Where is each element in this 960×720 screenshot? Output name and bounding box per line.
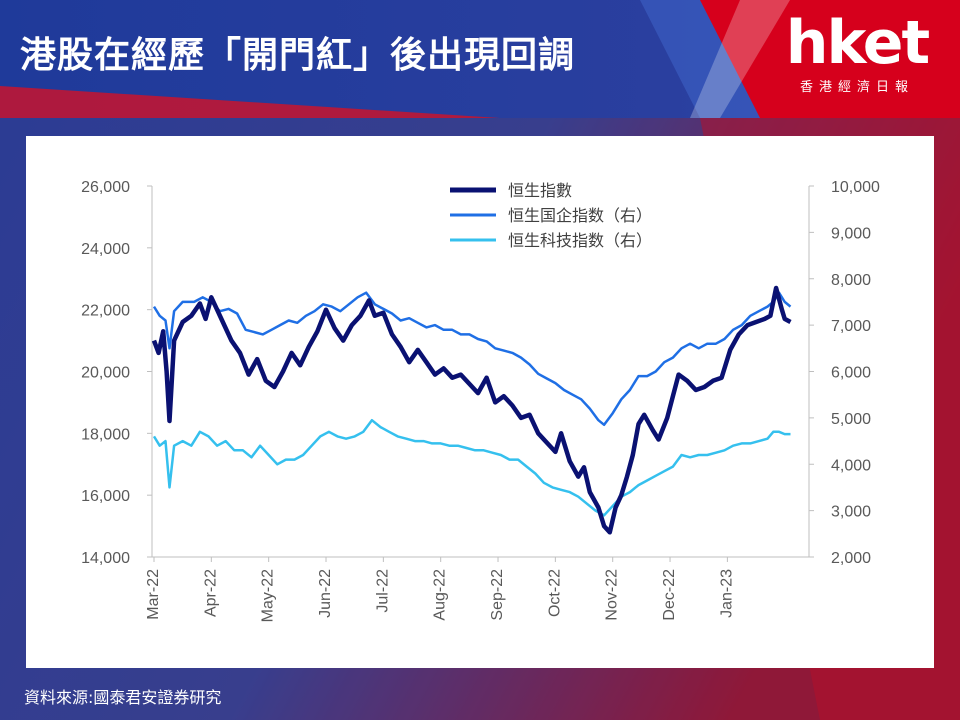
x-tick-label: Oct-22 [546,569,563,617]
left-tick-label: 16,000 [81,488,130,505]
x-tick-label: Jul-22 [374,569,391,613]
line-chart: 14,000 16,000 18,000 20,000 22,000 24,000 26,0… [81,179,880,622]
x-tick-label: Nov-22 [604,569,621,621]
series-line-hstech [152,418,791,517]
right-tick-label: 6,000 [831,365,871,382]
x-tick-label: Aug-22 [432,569,449,621]
x-tick-label: Jan-23 [718,569,735,618]
right-tick-label: 3,000 [831,504,871,521]
right-tick-label: 7,000 [831,318,871,335]
series-line-hsi [151,285,792,535]
legend-label: 恒生科技指数（右） [508,231,652,250]
legend-label: 恒生国企指数（右） [508,206,652,225]
x-tick-label: Apr-22 [202,569,219,617]
left-tick-label: 14,000 [81,550,130,567]
x-tick-label: Sep-22 [489,569,506,621]
source-note: 資料來源:國泰君安證券研究 [24,688,222,707]
right-tick-label: 10,000 [831,179,880,196]
series-layer [151,285,792,535]
x-tick-label: Mar-22 [145,569,162,620]
logo-wordmark: hket [785,8,930,78]
x-tick-label: Dec-22 [661,569,678,621]
right-tick-label: 4,000 [831,457,871,474]
right-tick-label: 5,000 [831,411,871,428]
logo-tagline: 香港經濟日報 [799,80,914,95]
right-tick-label: 2,000 [831,550,871,567]
hket-logo: hket 香港經濟日報 [772,10,942,95]
left-tick-label: 24,000 [81,241,130,258]
axes: 14,000 16,000 18,000 20,000 22,000 24,000 26,0… [81,179,880,622]
x-tick-label: Jun-22 [317,569,334,618]
x-tick-label: May-22 [260,569,277,622]
left-tick-label: 22,000 [81,303,130,320]
legend-label: 恒生指數 [508,181,572,200]
left-tick-label: 20,000 [81,365,130,382]
right-tick-label: 8,000 [831,272,871,289]
right-tick-label: 9,000 [831,225,871,242]
page-title: 港股在經歷「開門紅」後出現回調 [20,35,576,76]
left-tick-label: 26,000 [81,179,130,196]
chart-panel: 14,000 16,000 18,000 20,000 22,000 24,000 26,0… [26,136,934,668]
left-tick-label: 18,000 [81,426,130,443]
series-line-hscei [152,291,792,427]
